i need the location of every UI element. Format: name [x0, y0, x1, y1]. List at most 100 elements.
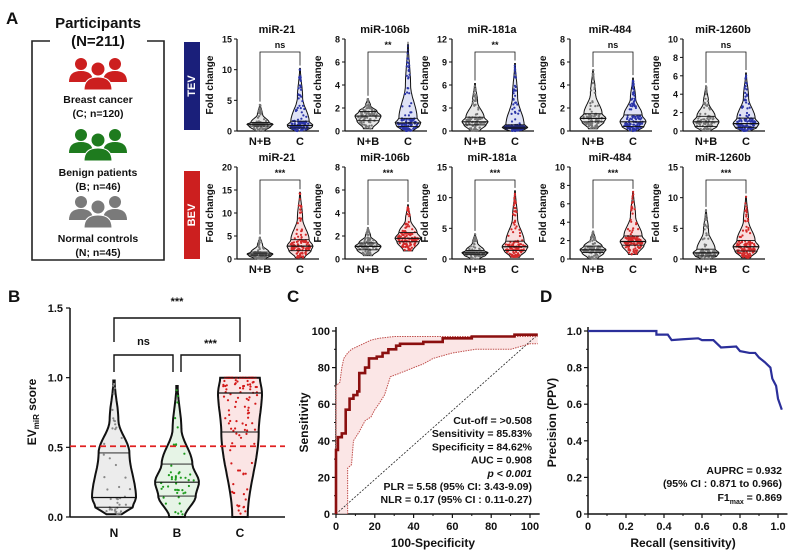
data-point [705, 129, 709, 132]
y-tick-label: 2 [673, 108, 678, 118]
data-point [242, 387, 245, 390]
data-point [633, 242, 636, 245]
data-point [589, 104, 592, 107]
data-point [632, 91, 635, 94]
data-point [162, 496, 165, 499]
violin-subplot: miR-484 Fold change 0 2 4 6 8 10 N+B C *** [538, 152, 652, 276]
data-point [594, 105, 597, 108]
data-point [261, 127, 264, 130]
y-tick-label: 0 [560, 127, 565, 137]
x-tick-label: C [236, 526, 245, 540]
data-point [707, 233, 710, 236]
data-point [631, 236, 634, 239]
data-point [251, 422, 254, 425]
data-point [112, 384, 115, 387]
data-point [699, 123, 702, 126]
data-point [304, 253, 307, 256]
data-point [476, 257, 479, 260]
data-point [239, 436, 243, 439]
bev-row-label: BEV [186, 203, 198, 226]
data-point [235, 432, 238, 435]
x-tick-label: C [629, 264, 637, 276]
data-point [295, 129, 298, 132]
data-point [296, 243, 299, 246]
data-point [584, 250, 587, 253]
data-point [399, 235, 402, 238]
data-point [742, 254, 745, 257]
data-point [706, 117, 709, 120]
data-point [176, 401, 179, 404]
data-point [224, 417, 227, 420]
data-point [404, 235, 407, 238]
roc-annotation: AUC = 0.908 [471, 455, 532, 467]
data-point [410, 102, 413, 105]
y-tick-label: 2 [560, 104, 565, 114]
x-tick-label: N+B [357, 136, 379, 148]
y-tick-label: 9 [442, 58, 447, 68]
data-point [410, 239, 414, 242]
data-point [705, 253, 708, 256]
data-point [113, 387, 116, 390]
data-point [175, 482, 178, 485]
violin-shape [286, 67, 314, 132]
data-point [513, 66, 516, 69]
data-point [253, 442, 256, 445]
data-point [178, 502, 181, 505]
roc-annotation: Sensitivity = 85.83% [432, 428, 533, 440]
data-point [239, 512, 242, 515]
data-point [595, 118, 598, 121]
data-point [512, 204, 516, 207]
data-point [629, 126, 632, 129]
data-point [469, 118, 473, 121]
x-axis-label: 100-Specificity [391, 536, 475, 550]
y-tick-label: 4 [560, 218, 565, 228]
data-point [293, 122, 296, 126]
data-point [404, 226, 408, 229]
x-tick-label: 0.2 [618, 521, 633, 533]
significance-bracket [367, 179, 409, 225]
data-point [244, 498, 247, 501]
x-tick-label: N+B [249, 136, 271, 148]
data-point [405, 129, 408, 132]
data-point [303, 107, 306, 111]
data-point [370, 124, 373, 127]
data-point [247, 406, 250, 409]
y-tick-label: 2 [335, 104, 340, 114]
data-point [474, 96, 477, 99]
significance-label: ns [137, 336, 150, 348]
data-point [361, 246, 364, 249]
y-tick-label: 10 [555, 163, 565, 173]
data-point [300, 88, 303, 91]
data-point [258, 127, 261, 130]
data-point [364, 250, 367, 253]
data-point [744, 77, 747, 80]
data-point [473, 94, 476, 97]
data-point [596, 104, 599, 107]
data-point [740, 123, 743, 126]
data-point [518, 122, 521, 125]
y-axis-label: Precision (PPV) [545, 378, 559, 467]
data-point [407, 87, 410, 90]
x-tick-label: N+B [464, 264, 486, 276]
data-point [162, 485, 165, 488]
data-point [298, 192, 302, 196]
data-point [746, 242, 749, 245]
y-axis-label: Fold change [651, 183, 662, 242]
data-point [504, 243, 507, 246]
y-tick-label: 4 [335, 81, 340, 91]
data-point [739, 235, 743, 239]
data-point [591, 231, 595, 234]
group-detail-benign: (B; n=46) [75, 181, 120, 193]
data-point [626, 127, 629, 130]
data-point [635, 223, 638, 226]
data-point [300, 205, 303, 209]
data-point [234, 405, 237, 408]
significance-label: ** [384, 40, 392, 50]
data-point [112, 419, 115, 422]
data-point [298, 198, 301, 201]
data-point [639, 245, 643, 248]
data-point [514, 94, 517, 97]
y-tick-label: 5 [227, 232, 232, 242]
data-point [232, 483, 235, 486]
